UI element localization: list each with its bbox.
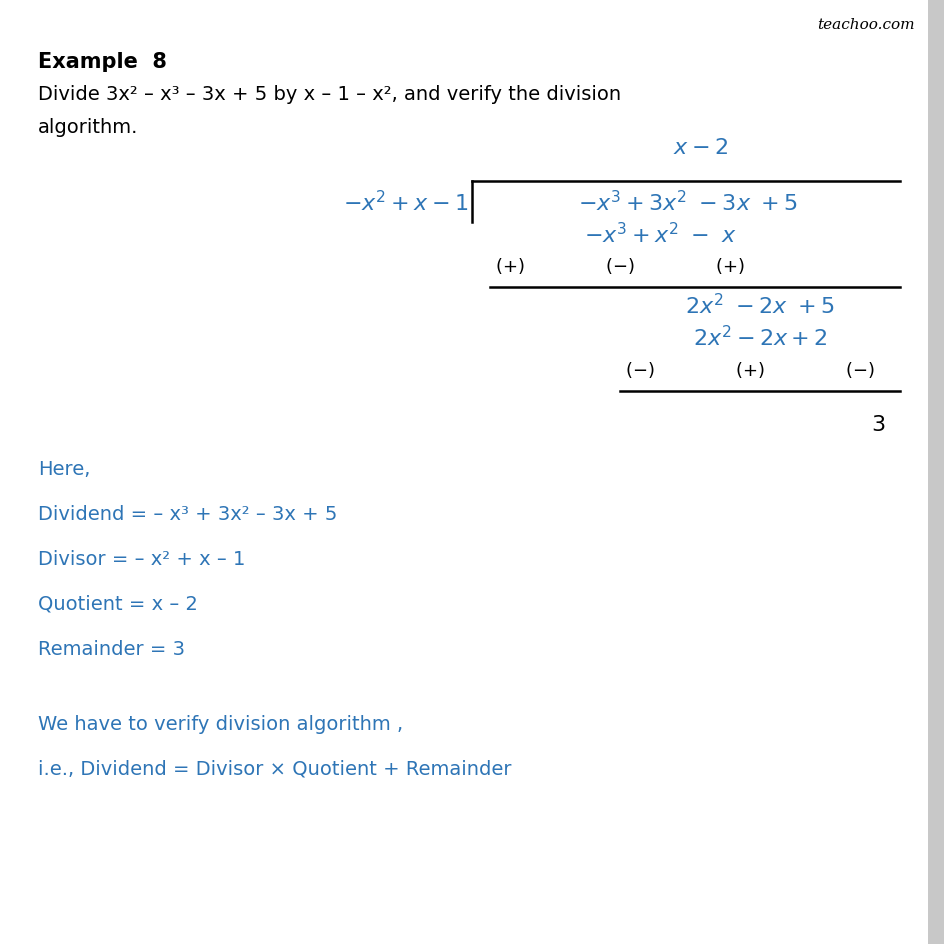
Text: $2x^2-2x+2$: $2x^2-2x+2$ xyxy=(692,325,826,350)
Text: We have to verify division algorithm ,: We have to verify division algorithm , xyxy=(38,715,403,733)
Text: Example  8: Example 8 xyxy=(38,52,167,72)
Text: teachoo.com: teachoo.com xyxy=(817,18,914,32)
Text: Dividend = – x³ + 3x² – 3x + 5: Dividend = – x³ + 3x² – 3x + 5 xyxy=(38,504,337,523)
Text: Divide 3x² – x³ – 3x + 5 by x – 1 – x², and verify the division: Divide 3x² – x³ – 3x + 5 by x – 1 – x², … xyxy=(38,85,620,104)
Text: $2x^2\ -2x\ +5$: $2x^2\ -2x\ +5$ xyxy=(684,293,834,318)
Text: $(-)$: $(-)$ xyxy=(844,360,874,379)
Text: Remainder = 3: Remainder = 3 xyxy=(38,639,185,658)
Text: $-x^3+3x^2\ -3x\ +5$: $-x^3+3x^2\ -3x\ +5$ xyxy=(578,190,797,215)
FancyBboxPatch shape xyxy=(927,0,944,944)
Text: $(+)$: $(+)$ xyxy=(715,256,744,276)
Text: $(-)$: $(-)$ xyxy=(604,256,634,276)
Text: Quotient = x – 2: Quotient = x – 2 xyxy=(38,595,197,614)
Text: $(-)$: $(-)$ xyxy=(625,360,654,379)
Text: $x - 2$: $x - 2$ xyxy=(672,138,727,158)
Text: Divisor = – x² + x – 1: Divisor = – x² + x – 1 xyxy=(38,549,245,568)
Text: i.e., Dividend = Divisor × Quotient + Remainder: i.e., Dividend = Divisor × Quotient + Re… xyxy=(38,759,511,778)
Text: algorithm.: algorithm. xyxy=(38,118,138,137)
Text: $3$: $3$ xyxy=(870,414,885,434)
Text: $-x^2+x-1$: $-x^2+x-1$ xyxy=(343,190,467,215)
Text: Here,: Here, xyxy=(38,460,91,479)
Text: $(+)$: $(+)$ xyxy=(495,256,524,276)
Text: $(+)$: $(+)$ xyxy=(734,360,764,379)
Text: $-x^3+x^2\ -\ x$: $-x^3+x^2\ -\ x$ xyxy=(583,222,735,247)
